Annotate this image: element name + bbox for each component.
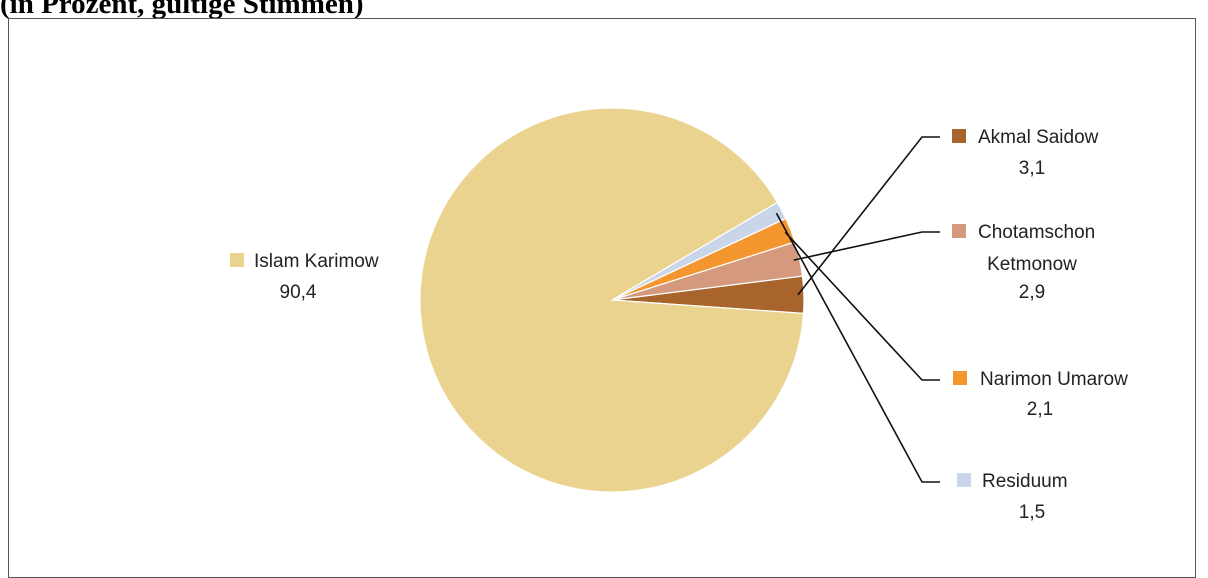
slice-value-label: 1,5 xyxy=(1019,502,1045,523)
legend-swatch xyxy=(952,224,966,238)
legend-swatch xyxy=(957,473,971,487)
legend-swatch xyxy=(953,371,967,385)
slice-labels: Akmal Saidow 3,1 Chotamschon Ketmonow 2,9 Nar… xyxy=(230,127,1128,523)
slice-name-label: Narimon Umarow xyxy=(980,369,1128,390)
slice-name-label: Residuum xyxy=(982,471,1068,492)
slice-value-label: 2,9 xyxy=(1019,282,1045,303)
slice-name-label: Ketmonow xyxy=(987,254,1077,275)
slice-value-label: 90,4 xyxy=(280,282,317,303)
leader-line xyxy=(797,136,940,296)
leader-line xyxy=(775,212,940,483)
leader-line xyxy=(793,231,940,261)
page-title: (in Prozent, gültige Stimmen) xyxy=(0,0,364,20)
slice-value-label: 2,1 xyxy=(1027,399,1053,420)
slice-value-label: 3,1 xyxy=(1019,158,1045,179)
legend-swatch xyxy=(230,253,244,267)
slice-name-label: Chotamschon xyxy=(978,222,1095,243)
leader-line xyxy=(784,231,940,381)
pie-chart: Akmal Saidow 3,1 Chotamschon Ketmonow 2,9 Nar… xyxy=(230,107,1128,523)
leader-lines xyxy=(775,136,940,483)
slice-name-label: Islam Karimow xyxy=(254,251,379,272)
pie-slice-islam-karimow xyxy=(419,107,805,493)
pie-slices xyxy=(419,107,805,493)
legend-swatch xyxy=(952,129,966,143)
slice-name-label: Akmal Saidow xyxy=(978,127,1099,148)
